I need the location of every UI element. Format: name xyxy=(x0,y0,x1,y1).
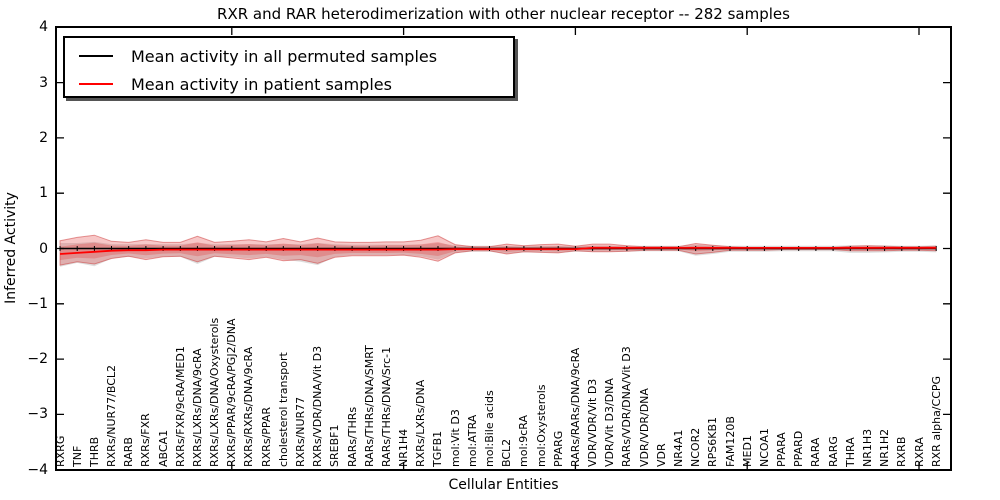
entity-label-26: BCL2 xyxy=(500,438,514,467)
entity-label-7: RXRs/FXR/9cRA/MED1 xyxy=(173,346,187,467)
y-tick-label: 0 xyxy=(39,240,48,257)
legend-box: Mean activity in all permuted samples Me… xyxy=(63,36,515,98)
entity-label-33: RARs/VDR/DNA/Vit D3 xyxy=(620,346,634,467)
entity-label-6: ABCA1 xyxy=(156,429,170,467)
entity-label-5: RXRs/FXR xyxy=(139,413,153,467)
entity-label-39: FAM120B xyxy=(723,416,737,467)
entity-label-35: VDR xyxy=(654,443,668,467)
entity-label-12: RXRs/PPAR xyxy=(259,407,273,467)
entity-label-20: NR1H4 xyxy=(397,428,411,467)
entity-label-36: NR4A1 xyxy=(671,429,685,467)
entity-label-4: RARB xyxy=(122,437,136,467)
entity-label-48: NR1H2 xyxy=(878,428,892,467)
entity-label-28: mol:Oxysterols xyxy=(534,384,548,468)
entity-label-29: PPARG xyxy=(551,430,565,467)
entity-label-23: mol:Vit D3 xyxy=(448,409,462,467)
entity-label-18: RARs/THRs/DNA/SMRT xyxy=(362,345,376,467)
chart-title: RXR and RAR heterodimerization with othe… xyxy=(217,5,790,23)
x-axis-label: Cellular Entities xyxy=(448,477,559,493)
entity-label-47: NR1H3 xyxy=(860,428,874,467)
entity-label-50: RXRA xyxy=(912,437,926,467)
entity-label-51: RXR alpha/CCPG xyxy=(929,375,943,467)
entity-label-27: mol:9cRA xyxy=(517,415,531,467)
entity-label-21: RXRs/LXRs/DNA xyxy=(414,379,428,467)
entity-label-10: RXRs/PPAR/9cRA/PGJ2/DNA xyxy=(225,318,239,468)
entity-label-40: MED1 xyxy=(740,435,754,467)
patient-mean-line xyxy=(59,247,937,255)
patient-spread-band-inner xyxy=(60,242,937,261)
entity-label-34: VDR/VDR/DNA xyxy=(637,388,651,467)
legend-item-permuted: Mean activity in all permuted samples xyxy=(65,42,513,70)
entity-label-44: RARA xyxy=(809,437,823,467)
entity-label-11: RXRs/RXRs/DNA/9cRA xyxy=(242,346,256,467)
y-tick-label: −1 xyxy=(27,295,48,312)
entity-label-15: RXRs/VDR/DNA/Vit D3 xyxy=(311,345,325,467)
entity-label-31: VDR/VDR/Vit D3 xyxy=(586,378,600,467)
entity-label-2: THRB xyxy=(87,436,101,467)
y-tick-label: 2 xyxy=(39,129,48,146)
entity-label-24: mol:ATRA xyxy=(465,414,479,467)
entity-label-30: RARs/RARs/DNA/9cRA xyxy=(568,347,582,467)
plot-area: Mean activity in all permuted samples Me… xyxy=(55,26,952,471)
legend-item-patient: Mean activity in patient samples xyxy=(65,70,513,98)
entity-label-9: RXRs/LXRs/DNA/Oxysterols xyxy=(208,317,222,467)
y-tick-label: −4 xyxy=(27,461,48,478)
patient-line-swatch xyxy=(79,83,113,85)
entity-label-46: THRA xyxy=(843,437,857,467)
permuted-line-swatch xyxy=(79,55,113,57)
entity-label-16: SREBF1 xyxy=(328,424,342,467)
entity-label-14: RXRs/NUR77 xyxy=(294,396,308,467)
legend-label-patient: Mean activity in patient samples xyxy=(131,74,392,94)
entity-label-8: RXRs/LXRs/DNA/9cRA xyxy=(190,348,204,467)
entity-label-41: NCOA1 xyxy=(757,428,771,467)
legend-label-permuted: Mean activity in all permuted samples xyxy=(131,46,438,66)
entity-label-42: PPARA xyxy=(775,432,789,467)
entity-label-49: RXRB xyxy=(895,436,909,467)
entity-label-0: RXRG xyxy=(53,435,67,467)
entity-label-38: RPS6KB1 xyxy=(706,416,720,467)
entity-label-37: NCOR2 xyxy=(689,427,703,467)
y-tick-label: 4 xyxy=(39,19,48,36)
y-tick-label: 3 xyxy=(39,74,48,91)
y-tick-label: 1 xyxy=(39,185,48,202)
entity-label-17: RARs/THRs xyxy=(345,406,359,467)
chart-plot xyxy=(57,28,950,469)
entity-label-19: RARs/THRs/DNA/Src-1 xyxy=(379,346,393,467)
entity-label-22: TGFB1 xyxy=(431,430,445,467)
entity-label-13: cholesterol transport xyxy=(276,352,290,467)
entity-label-32: VDR/Vit D3/DNA xyxy=(603,378,617,467)
entity-label-1: TNF xyxy=(70,445,84,467)
y-tick-label: −2 xyxy=(27,351,48,368)
entity-label-43: PPARD xyxy=(792,430,806,467)
y-tick-label: −3 xyxy=(27,406,48,423)
entity-label-25: mol:Bile acids xyxy=(483,390,496,467)
entity-label-3: RXRs/NUR77/BCL2 xyxy=(105,364,119,467)
entity-label-45: RARG xyxy=(826,436,840,467)
